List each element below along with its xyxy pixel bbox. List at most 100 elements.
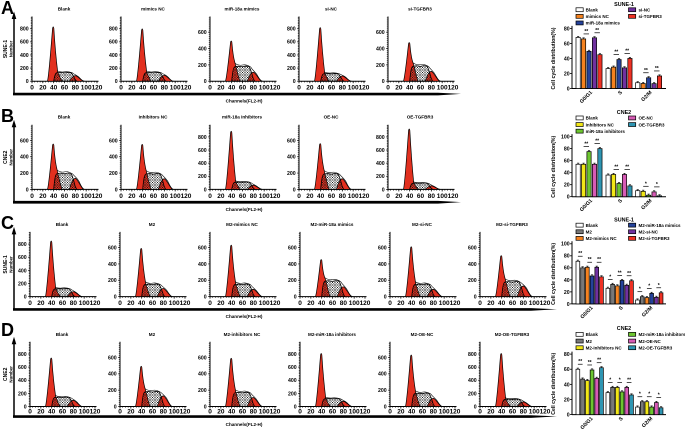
svg-text:0: 0	[478, 409, 482, 416]
svg-text:Channels(FL2-H): Channels(FL2-H)	[226, 422, 263, 427]
svg-text:100: 100	[259, 409, 270, 416]
svg-text:60: 60	[564, 266, 570, 272]
svg-text:100: 100	[348, 193, 359, 200]
svg-text:0: 0	[208, 409, 212, 416]
svg-text:100: 100	[439, 300, 450, 307]
svg-text:80: 80	[161, 85, 169, 92]
svg-text:20: 20	[395, 85, 403, 92]
svg-text:CNE2: CNE2	[617, 326, 631, 332]
svg-text:B: B	[1, 106, 14, 126]
svg-text:40: 40	[564, 56, 570, 62]
svg-text:**: **	[595, 139, 599, 145]
svg-text:**: **	[578, 251, 582, 257]
svg-text:40: 40	[498, 300, 506, 307]
svg-text:20: 20	[564, 397, 570, 403]
svg-text:SUNE-1: SUNE-1	[3, 40, 9, 59]
svg-text:100: 100	[169, 409, 180, 416]
svg-text:20: 20	[564, 290, 570, 296]
svg-text:600: 600	[378, 246, 387, 252]
svg-text:S: S	[617, 89, 624, 96]
svg-text:200: 200	[288, 278, 297, 284]
svg-text:20: 20	[306, 85, 314, 92]
svg-text:*: *	[658, 283, 660, 289]
svg-text:600: 600	[198, 355, 207, 361]
svg-text:*: *	[658, 393, 660, 399]
svg-text:20: 20	[306, 193, 314, 200]
svg-text:20: 20	[37, 409, 45, 416]
svg-text:100: 100	[349, 409, 360, 416]
svg-text:120: 120	[90, 409, 101, 416]
svg-text:100: 100	[170, 85, 181, 92]
svg-text:S: S	[617, 198, 624, 205]
svg-text:M2-mimics NC: M2-mimics NC	[586, 236, 618, 241]
svg-text:120: 120	[448, 193, 459, 200]
svg-text:20: 20	[39, 85, 47, 92]
svg-text:600: 600	[378, 355, 387, 361]
svg-text:60: 60	[61, 85, 69, 92]
svg-text:Channels(FL2-H): Channels(FL2-H)	[226, 99, 263, 104]
svg-text:**: **	[618, 270, 622, 276]
svg-text:120: 120	[360, 409, 371, 416]
svg-text:400: 400	[198, 262, 207, 268]
svg-text:**: **	[614, 50, 618, 56]
svg-text:600: 600	[468, 365, 477, 371]
svg-text:80: 80	[564, 147, 570, 153]
svg-text:M2-OE-TGFBR3: M2-OE-TGFBR3	[639, 346, 673, 351]
svg-text:OE-NC: OE-NC	[324, 115, 339, 120]
svg-text:100: 100	[259, 85, 270, 92]
svg-text:80: 80	[430, 300, 438, 307]
svg-text:OE-TGFBR3: OE-TGFBR3	[639, 122, 665, 127]
svg-text:120: 120	[450, 409, 461, 416]
svg-text:40: 40	[408, 409, 416, 416]
svg-text:40: 40	[406, 193, 414, 200]
svg-text:40: 40	[228, 409, 236, 416]
svg-text:600: 600	[198, 246, 207, 252]
svg-text:400: 400	[108, 372, 117, 378]
svg-text:120: 120	[360, 300, 371, 307]
svg-text:600: 600	[468, 246, 477, 252]
svg-text:40: 40	[564, 382, 570, 388]
svg-text:20: 20	[487, 409, 495, 416]
svg-text:20: 20	[128, 85, 136, 92]
svg-text:0: 0	[119, 193, 123, 200]
svg-text:60: 60	[150, 85, 158, 92]
svg-text:200: 200	[20, 66, 29, 72]
svg-text:600: 600	[109, 40, 118, 46]
svg-text:400: 400	[18, 378, 27, 384]
svg-text:inhibitors NC: inhibitors NC	[586, 122, 615, 127]
svg-text:400: 400	[468, 378, 477, 384]
svg-text:100: 100	[259, 193, 270, 200]
svg-text:800: 800	[18, 242, 27, 248]
svg-text:20: 20	[217, 193, 225, 200]
svg-text:400: 400	[20, 53, 29, 59]
svg-text:200: 200	[198, 63, 207, 69]
svg-text:80: 80	[250, 85, 258, 92]
svg-text:100: 100	[79, 409, 90, 416]
svg-text:100: 100	[169, 300, 180, 307]
svg-text:40: 40	[139, 193, 147, 200]
svg-text:0: 0	[474, 404, 477, 410]
svg-text:100: 100	[81, 85, 92, 92]
svg-text:0: 0	[208, 193, 212, 200]
svg-text:M2-inhibitors NC: M2-inhibitors NC	[224, 332, 261, 337]
svg-text:Blank: Blank	[586, 116, 599, 121]
svg-text:120: 120	[540, 300, 551, 307]
svg-text:400: 400	[376, 161, 385, 167]
svg-text:60: 60	[417, 85, 425, 92]
svg-text:M2-OE-NC: M2-OE-NC	[411, 332, 434, 337]
svg-text:Number: Number	[8, 149, 13, 166]
svg-text:80: 80	[339, 85, 347, 92]
svg-text:**: **	[584, 29, 588, 35]
svg-text:400: 400	[288, 378, 297, 384]
svg-text:60: 60	[239, 409, 247, 416]
svg-text:0: 0	[386, 85, 390, 92]
svg-text:0: 0	[204, 295, 207, 301]
svg-text:120: 120	[92, 193, 103, 200]
svg-text:400: 400	[198, 46, 207, 52]
svg-text:**: **	[625, 164, 629, 170]
svg-text:100: 100	[348, 85, 359, 92]
svg-text:600: 600	[18, 365, 27, 371]
svg-text:200: 200	[198, 174, 207, 180]
svg-text:M2-si-NC: M2-si-NC	[412, 222, 433, 227]
svg-text:si-TGFBR3: si-TGFBR3	[408, 7, 432, 12]
